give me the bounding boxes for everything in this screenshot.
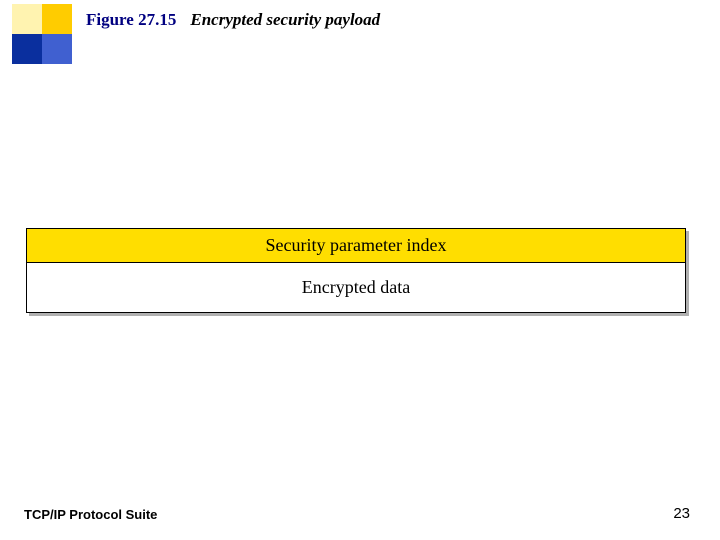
logo-square-tl bbox=[12, 4, 42, 34]
payload-row-spi: Security parameter index bbox=[26, 228, 686, 262]
figure-title: Encrypted security payload bbox=[190, 10, 380, 30]
footer-text: TCP/IP Protocol Suite bbox=[24, 507, 157, 522]
payload-row-data: Encrypted data bbox=[26, 262, 686, 313]
logo-square-br bbox=[42, 34, 72, 64]
logo-square-tr bbox=[42, 4, 72, 34]
figure-header: Figure 27.15 Encrypted security payload bbox=[86, 10, 700, 36]
page-number: 23 bbox=[673, 505, 690, 522]
payload-diagram: Security parameter index Encrypted data bbox=[26, 228, 686, 313]
figure-number: Figure 27.15 bbox=[86, 10, 176, 30]
slide-logo bbox=[12, 4, 72, 64]
logo-square-bl bbox=[12, 34, 42, 64]
